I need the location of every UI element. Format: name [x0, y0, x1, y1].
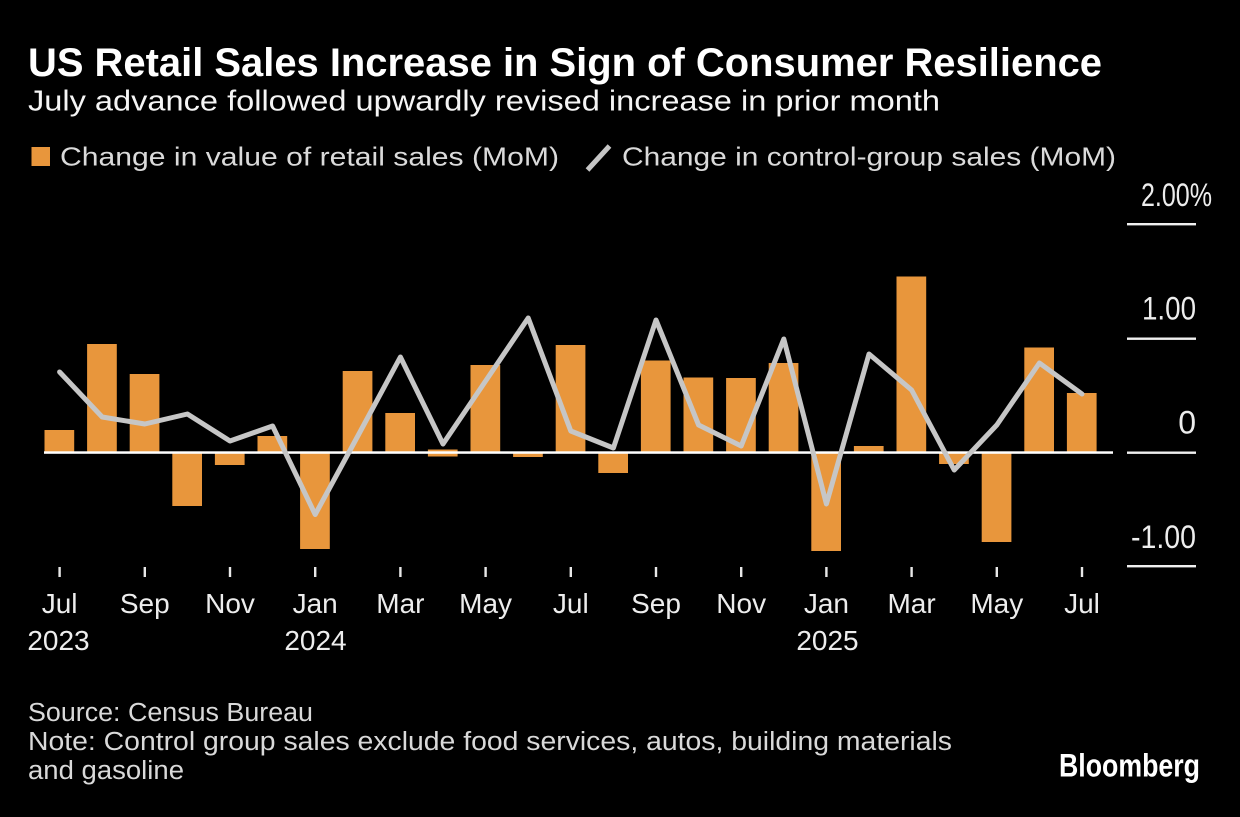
svg-text:-1.00: -1.00: [1131, 519, 1196, 555]
svg-text:1.00: 1.00: [1142, 291, 1196, 327]
svg-text:and gasoline: and gasoline: [28, 757, 184, 785]
svg-text:Jan: Jan: [293, 588, 338, 619]
svg-text:2023: 2023: [27, 625, 89, 656]
svg-text:Jul: Jul: [553, 588, 589, 619]
svg-text:May: May: [459, 588, 512, 619]
svg-text:Change in control-group sales: Change in control-group sales (MoM): [622, 142, 1116, 172]
svg-text:2024: 2024: [284, 625, 346, 656]
svg-text:Sep: Sep: [631, 588, 681, 619]
svg-text:Source: Census Bureau: Source: Census Bureau: [28, 699, 313, 727]
svg-text:Mar: Mar: [376, 588, 424, 619]
svg-text:Note: Control group sales excl: Note: Control group sales exclude food s…: [28, 728, 952, 756]
svg-text:Jan: Jan: [804, 588, 849, 619]
svg-text:May: May: [970, 588, 1023, 619]
svg-text:Change in value of retail sale: Change in value of retail sales (MoM): [60, 142, 559, 172]
svg-text:Nov: Nov: [205, 588, 255, 619]
svg-text:2025: 2025: [796, 625, 858, 656]
svg-text:Jul: Jul: [42, 588, 78, 619]
svg-text:July advance followed upwardly: July advance followed upwardly revised i…: [28, 86, 940, 118]
svg-text:Mar: Mar: [887, 588, 935, 619]
svg-text:Bloomberg: Bloomberg: [1059, 748, 1200, 784]
svg-text:0: 0: [1178, 405, 1196, 441]
svg-text:Nov: Nov: [716, 588, 766, 619]
svg-text:Jul: Jul: [1064, 588, 1100, 619]
svg-text:US Retail Sales Increase in Si: US Retail Sales Increase in Sign of Cons…: [28, 41, 1102, 85]
svg-text:Sep: Sep: [120, 588, 170, 619]
svg-text:2.00%: 2.00%: [1141, 177, 1212, 213]
